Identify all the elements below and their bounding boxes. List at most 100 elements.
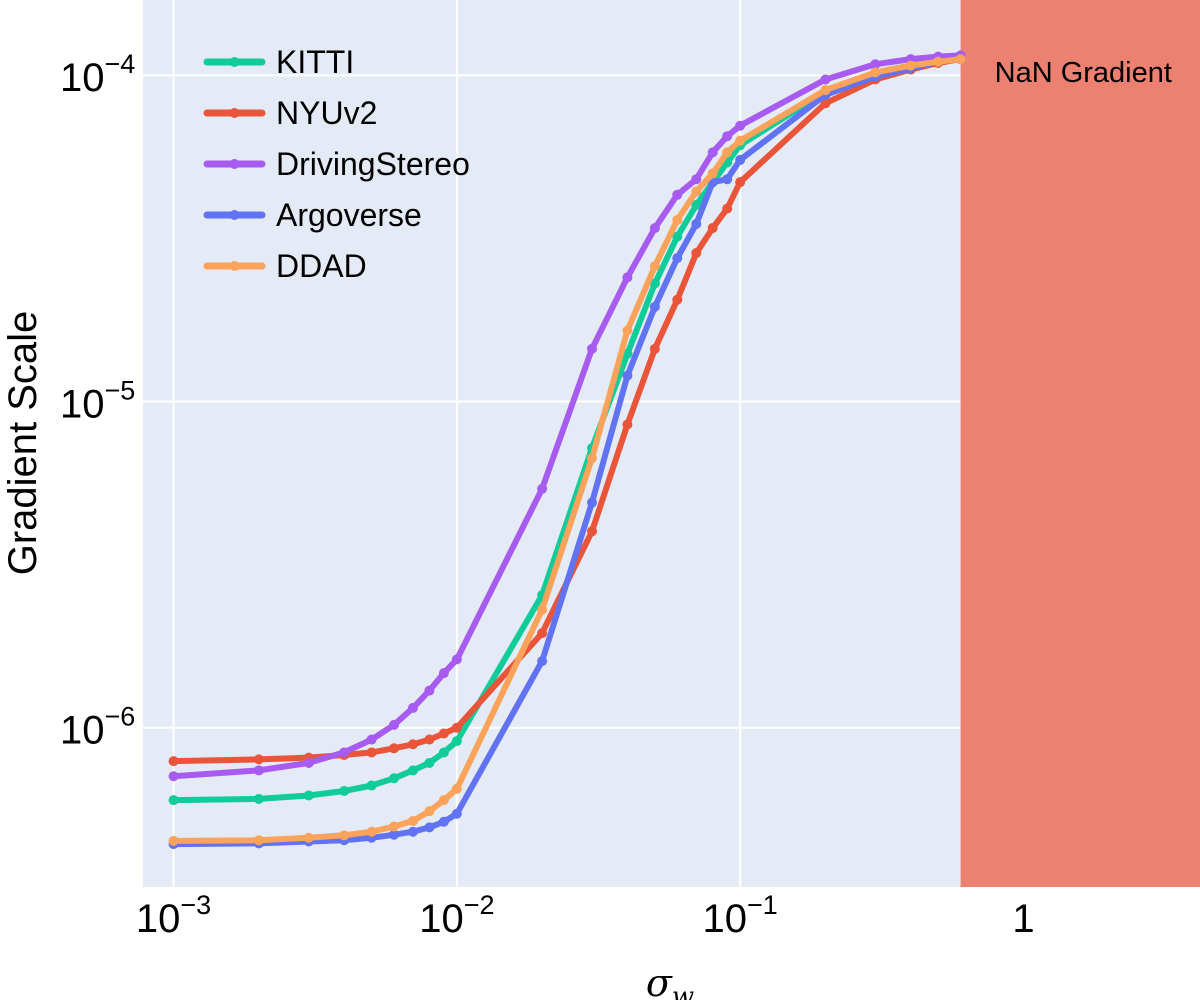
data-point — [253, 793, 264, 804]
data-point — [537, 628, 548, 639]
x-tick-label: 10−3 — [136, 890, 211, 941]
y-tick-label: 10−4 — [60, 49, 135, 100]
data-point — [707, 147, 718, 158]
x-tick-label: 10−1 — [703, 890, 778, 941]
data-point — [253, 835, 264, 846]
nan-gradient-label: NaN Gradient — [995, 57, 1172, 89]
data-point — [691, 174, 702, 185]
data-point — [587, 343, 598, 354]
data-point — [587, 497, 598, 508]
data-point — [933, 56, 944, 67]
data-point — [707, 168, 718, 179]
legend-item-nyuv2: NYUv2 — [203, 95, 377, 131]
data-point — [649, 343, 660, 354]
data-point — [366, 780, 377, 791]
data-point — [707, 223, 718, 234]
data-point — [424, 822, 435, 833]
data-point — [905, 60, 916, 71]
data-point — [389, 743, 400, 754]
data-point — [451, 722, 462, 733]
data-point — [622, 272, 633, 283]
data-point — [168, 795, 179, 806]
data-point — [407, 739, 418, 750]
legend-item-drivingstereo: DrivingStereo — [203, 146, 470, 182]
series-line-drivingstereo — [170, 52, 964, 780]
data-point — [649, 261, 660, 272]
data-point — [722, 174, 733, 185]
data-point — [407, 702, 418, 713]
data-point — [451, 654, 462, 665]
x-axis-title-main: σ — [646, 961, 673, 1000]
data-point — [407, 765, 418, 776]
legend-marker — [229, 210, 240, 220]
legend-marker — [229, 261, 240, 271]
data-point — [168, 771, 179, 782]
data-point — [722, 203, 733, 214]
data-point — [407, 815, 418, 826]
data-point — [722, 147, 733, 158]
data-point — [955, 54, 966, 65]
data-point — [303, 832, 314, 843]
legend-item-ddad: DDAD — [203, 248, 367, 284]
data-point — [622, 348, 633, 359]
data-point — [735, 120, 746, 131]
series-layer — [168, 50, 966, 850]
data-point — [366, 826, 377, 837]
data-point — [649, 223, 660, 234]
data-point — [537, 483, 548, 494]
data-point — [735, 135, 746, 146]
y-tick-label: 10−6 — [60, 702, 135, 753]
data-point — [622, 325, 633, 336]
data-point — [537, 604, 548, 615]
data-point — [366, 747, 377, 758]
nan-gradient-region — [960, 0, 1200, 887]
data-point — [438, 668, 449, 679]
data-point — [438, 816, 449, 827]
data-point — [649, 278, 660, 289]
data-point — [735, 177, 746, 188]
legend-marker — [229, 108, 240, 118]
data-point — [537, 656, 548, 667]
data-point — [438, 747, 449, 758]
x-axis-title: σw — [646, 961, 694, 1000]
data-point — [691, 200, 702, 211]
data-point — [691, 186, 702, 197]
legend-label: KITTI — [276, 44, 354, 80]
legend-item-argoverse: Argoverse — [203, 197, 422, 233]
legend-label: DrivingStereo — [276, 146, 470, 182]
x-tick-label: 1 — [1012, 897, 1034, 941]
data-point — [168, 756, 179, 767]
legend-marker — [229, 57, 240, 67]
data-point — [649, 301, 660, 312]
data-point — [672, 214, 683, 225]
data-point — [451, 783, 462, 794]
legend-marker — [229, 159, 240, 169]
data-point — [451, 736, 462, 747]
legend-label: DDAD — [276, 248, 367, 284]
y-tick-label: 10−5 — [60, 375, 135, 426]
data-point — [735, 154, 746, 165]
data-point — [820, 85, 831, 96]
data-point — [168, 835, 179, 846]
series-ddad — [168, 54, 966, 846]
data-point — [424, 685, 435, 696]
data-point — [253, 754, 264, 765]
x-tick-label: 10−2 — [419, 890, 494, 941]
data-point — [587, 526, 598, 537]
data-point — [820, 98, 831, 109]
data-point — [870, 67, 881, 78]
x-axis-title-sub: w — [672, 982, 694, 1000]
legend-label: NYUv2 — [276, 95, 377, 131]
data-point — [389, 719, 400, 730]
data-point — [424, 806, 435, 817]
data-point — [339, 830, 350, 841]
data-point — [253, 765, 264, 776]
data-point — [451, 808, 462, 819]
data-point — [407, 826, 418, 837]
x-axis: 10−3 10−2 10−1 1 — [136, 890, 1035, 941]
data-point — [366, 734, 377, 745]
legend-label: Argoverse — [276, 197, 422, 233]
data-point — [691, 248, 702, 259]
data-point — [820, 74, 831, 85]
